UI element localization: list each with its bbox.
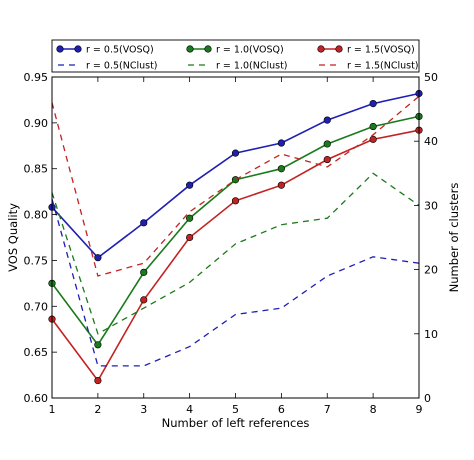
legend-marker <box>74 45 82 53</box>
legend-marker <box>186 45 194 53</box>
y-right-tick-label: 50 <box>424 71 438 84</box>
x-tick-label: 5 <box>232 403 239 416</box>
data-point <box>277 165 285 173</box>
legend-label: r = 1.0(VOSQ) <box>216 45 284 56</box>
legend-marker <box>335 45 343 53</box>
series-nclust-r1_5 <box>51 95 420 277</box>
x-tick-label: 7 <box>324 403 331 416</box>
legend-label: r = 0.5(NClust) <box>86 61 158 72</box>
data-point <box>323 116 331 124</box>
x-axis-label: Number of left references <box>162 416 310 430</box>
series-line <box>51 172 420 335</box>
legend-marker <box>317 45 325 53</box>
data-point <box>231 176 240 184</box>
data-point <box>231 149 240 157</box>
data-point <box>140 296 148 304</box>
data-point <box>323 140 331 148</box>
y-right-tick-label: 30 <box>424 199 438 212</box>
legend-item: r = 0.5(VOSQ) <box>56 45 154 56</box>
y-left-tick-label: 0.70 <box>24 300 49 313</box>
legend-item: r = 1.5(NClust) <box>319 61 419 72</box>
data-point <box>140 268 148 276</box>
data-point <box>277 139 285 147</box>
legend-label: r = 0.5(VOSQ) <box>86 45 154 56</box>
series-nclust-r0_5 <box>51 198 420 367</box>
legend-item: r = 1.5(VOSQ) <box>317 45 415 56</box>
series-vosq-r0_5 <box>48 89 423 262</box>
legend-item: r = 0.5(NClust) <box>58 61 158 72</box>
data-point <box>140 219 148 227</box>
data-point <box>369 99 377 108</box>
y-left-tick-label: 0.65 <box>24 346 49 359</box>
legend-item: r = 1.0(VOSQ) <box>186 45 284 56</box>
y-right-tick-label: 20 <box>424 264 438 277</box>
data-point <box>186 233 194 242</box>
legend-box <box>51 39 420 73</box>
data-point <box>186 181 194 189</box>
y-right-tick-label: 10 <box>424 328 438 341</box>
y-left-tick-label: 0.60 <box>24 392 49 405</box>
y-left-tick-label: 0.90 <box>24 117 49 130</box>
y-left-tick-label: 0.80 <box>24 209 49 222</box>
x-tick-label: 1 <box>49 403 56 416</box>
legend-item: r = 1.0(NClust) <box>188 61 288 72</box>
y-left-tick-label: 0.95 <box>24 71 49 84</box>
data-point <box>231 197 240 205</box>
y-right-axis-label: Number of clusters <box>447 183 461 293</box>
legend-label: r = 1.0(NClust) <box>216 61 288 72</box>
y-left-axis-label: VOS Quality <box>6 203 20 272</box>
legend-marker <box>204 45 212 53</box>
data-point <box>369 135 377 143</box>
y-left-tick-label: 0.85 <box>24 163 49 176</box>
series-nclust-r1_0 <box>51 172 420 335</box>
series-line <box>51 95 420 277</box>
legend-label: r = 1.5(VOSQ) <box>347 45 415 56</box>
series-line <box>51 198 420 367</box>
x-tick-label: 8 <box>370 403 377 416</box>
data-point <box>186 214 194 222</box>
data-point <box>94 376 102 385</box>
data-point <box>94 341 102 349</box>
y-right-tick-label: 40 <box>424 135 438 148</box>
y-right-tick-label: 0 <box>424 392 431 405</box>
x-tick-label: 3 <box>140 403 147 416</box>
data-point <box>277 181 285 189</box>
data-point <box>369 122 377 131</box>
x-tick-label: 2 <box>94 403 101 416</box>
x-tick-label: 6 <box>278 403 285 416</box>
x-tick-label: 9 <box>416 403 423 416</box>
y-left-tick-label: 0.75 <box>24 254 49 267</box>
legend-marker <box>56 45 64 53</box>
legend-label: r = 1.5(NClust) <box>347 61 419 72</box>
data-point <box>94 254 102 262</box>
x-tick-label: 4 <box>186 403 193 416</box>
data-point <box>323 155 331 164</box>
